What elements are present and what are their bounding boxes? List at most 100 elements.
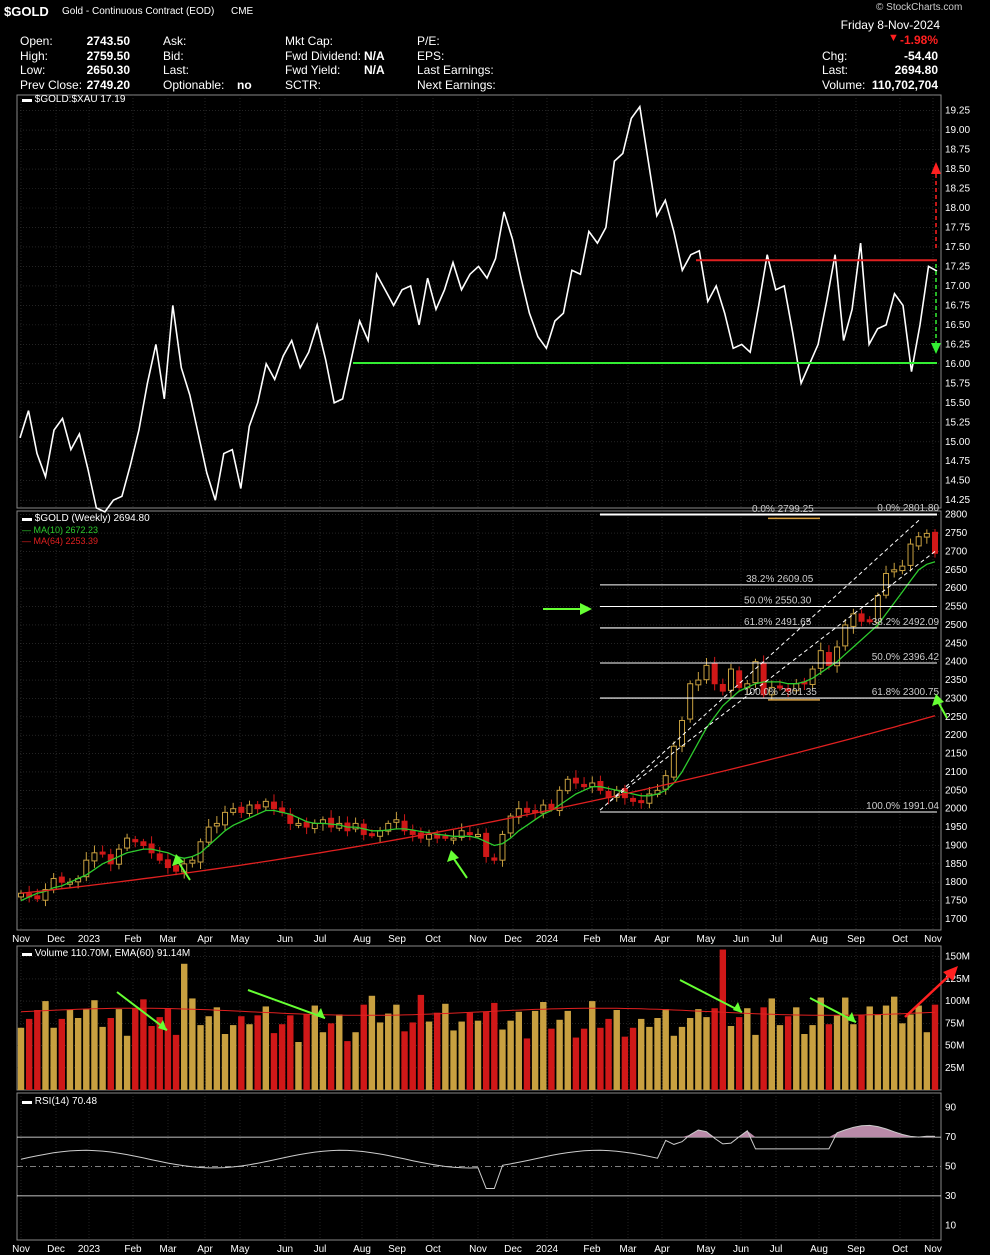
x-tick-label-price: May — [697, 934, 716, 945]
volume-green-arrow — [679, 979, 743, 1013]
volume-bar — [327, 1023, 335, 1090]
candle-body — [246, 804, 253, 814]
volume-bar — [556, 1019, 563, 1090]
candle-body — [311, 822, 318, 830]
quote-header: $GOLD Gold - Continuous Contract (EOD) C… — [0, 0, 990, 92]
x-tick-label-price: Oct — [425, 934, 441, 945]
volume-ema-line — [20, 1007, 936, 1016]
x-tick-label-price: Sep — [847, 934, 865, 945]
candle-body — [483, 832, 490, 857]
y-tick-label: 2100 — [945, 767, 968, 778]
candle-body — [352, 822, 359, 830]
volume-bar — [793, 1007, 800, 1090]
y-tick-label: 2550 — [945, 602, 968, 613]
volume-bar — [695, 1009, 702, 1090]
y-tick-label: 18.50 — [945, 164, 970, 175]
candle-body — [564, 778, 571, 792]
volume-bar — [376, 1022, 384, 1090]
candle-body — [932, 531, 938, 554]
candle-body — [670, 745, 677, 778]
x-tick-label-rsi: Oct — [425, 1244, 441, 1255]
rsi-legend: ▬ RSI(14) 70.48 — [22, 1096, 97, 1107]
green-arrow-up — [451, 855, 468, 879]
candle-body — [91, 852, 98, 862]
volume-bar — [572, 1037, 580, 1090]
candle-body — [776, 685, 783, 689]
volume-value: 110,702,704 — [871, 78, 938, 92]
volume-bar — [719, 949, 727, 1090]
y-tick-label: 2200 — [945, 730, 968, 741]
y-tick-label: 15.00 — [945, 437, 970, 448]
volume-bar — [923, 1032, 931, 1090]
candle-body — [368, 833, 375, 837]
volume-bar — [915, 1005, 922, 1090]
y-tick-label: 15.75 — [945, 378, 970, 389]
y-tick-label: 14.25 — [945, 495, 970, 506]
x-tick-label-price: Feb — [124, 934, 142, 945]
candle-body — [262, 800, 269, 808]
volume-bar — [17, 1027, 25, 1090]
candle-body — [515, 808, 522, 818]
volume-bar — [784, 1016, 792, 1090]
x-tick-label-rsi: May — [697, 1244, 716, 1255]
candle-body — [703, 664, 710, 681]
fib-label-right: 0.0% 2801.80 — [877, 503, 939, 514]
volume-bar — [670, 1035, 678, 1090]
volume-bar — [817, 997, 824, 1090]
candle-body — [817, 650, 824, 669]
y-tick-label: 2750 — [945, 528, 968, 539]
panel-legends: Nov Nov Dec Dec 2023 2023 Feb Feb Mar Mar Apr Apr Ma… — [12, 94, 942, 1255]
volume-bar — [760, 1007, 767, 1090]
ask-label: Ask: — [163, 34, 187, 48]
y-tick-label: 75M — [945, 1018, 964, 1029]
volume-red-arrowhead — [943, 966, 958, 981]
volume-bar — [833, 1015, 841, 1090]
high-label: High: — [20, 49, 49, 63]
candle-body — [891, 569, 898, 573]
volume-bar — [491, 1002, 498, 1090]
volume-bar — [278, 1024, 286, 1090]
candle-body — [132, 839, 139, 843]
volume-bar — [311, 1005, 318, 1090]
fib-label-right: 61.8% 2300.75 — [872, 687, 940, 698]
volume-bar — [507, 1020, 514, 1090]
y-tick-label: 2600 — [945, 583, 968, 594]
volume-bar — [140, 999, 147, 1090]
ma64-line — [20, 715, 936, 894]
volume-bar — [735, 1017, 743, 1090]
exchange: CME — [231, 6, 254, 17]
y-tick-label: 18.25 — [945, 184, 970, 195]
y-tick-label: 14.75 — [945, 456, 970, 467]
volume-bar — [458, 1021, 465, 1090]
last-label: Last: — [163, 63, 190, 77]
x-tick-label-price: Feb — [583, 934, 601, 945]
x-tick-label-price: Apr — [654, 934, 670, 945]
volume-bar — [287, 1015, 294, 1090]
volume-bar — [221, 1034, 229, 1090]
volume-bar — [589, 1001, 596, 1090]
y-tick-label: 2000 — [945, 804, 968, 815]
chg-label: Chg: — [822, 49, 848, 63]
x-tick-label-price: Nov — [469, 934, 487, 945]
y-tick-label: 2250 — [945, 712, 968, 723]
y-tick-label: 14.50 — [945, 476, 970, 487]
x-tick-label-rsi: Aug — [810, 1244, 828, 1255]
candle-body — [238, 806, 245, 813]
volume-bar — [752, 1034, 759, 1090]
y-tick-label: 30 — [945, 1191, 957, 1202]
y-tick-label: 25M — [945, 1063, 964, 1074]
rsi-line — [20, 1124, 936, 1189]
x-tick-label-price: Nov — [924, 934, 942, 945]
candle-body — [727, 668, 734, 691]
volume-green-arrow — [247, 989, 326, 1019]
volume-bar — [450, 1030, 457, 1090]
volume-bar — [776, 1025, 784, 1090]
y-tick-label: 17.00 — [945, 281, 970, 292]
volume-bar — [360, 1004, 367, 1090]
y-tick-label: 2150 — [945, 749, 968, 760]
x-tick-label-price: Mar — [619, 934, 637, 945]
volume-bar — [50, 1027, 57, 1090]
candle-body — [736, 670, 743, 688]
volume-red-arrow — [904, 972, 953, 1018]
x-tick-label-rsi: Mar — [619, 1244, 637, 1255]
